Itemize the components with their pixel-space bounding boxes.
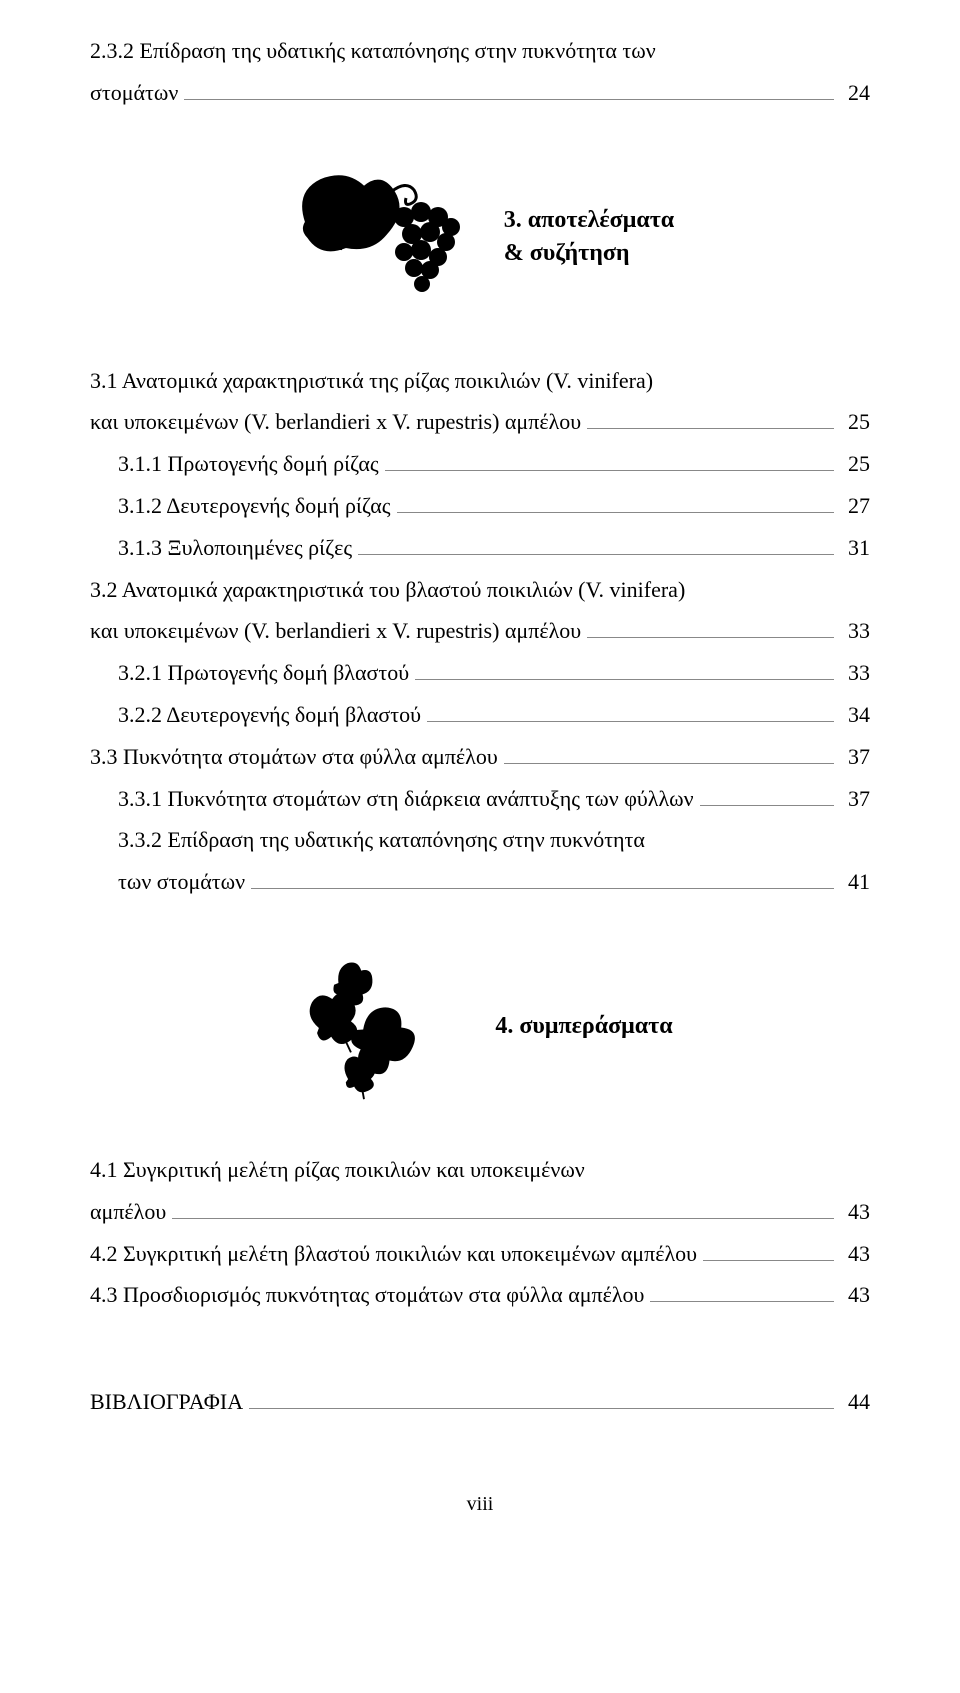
toc-text: 3.3.1 Πυκνότητα στομάτων στη διάρκεια αν… [118, 778, 694, 820]
page-number: 25 [840, 401, 870, 443]
toc-entry-332-line1: 3.3.2 Επίδραση της υδατικής καταπόνησης … [90, 819, 870, 861]
leader-line [650, 1301, 834, 1302]
toc-entry-33: 3.3 Πυκνότητα στομάτων στα φύλλα αμπέλου… [90, 736, 870, 778]
toc-text: 3.1 Ανατομικά χαρακτηριστικά της ρίζας π… [90, 360, 653, 402]
toc-text: 4.2 Συγκριτική μελέτη βλαστού ποικιλιών … [90, 1233, 697, 1275]
footer-page-number: viii [90, 1493, 870, 1516]
section-3-title-line1: 3. αποτελέσματα [504, 204, 674, 236]
toc-text: στομάτων [90, 72, 178, 114]
page-number: 41 [840, 861, 870, 903]
leader-line [415, 679, 834, 680]
page-number: 37 [840, 736, 870, 778]
toc-entry-311: 3.1.1 Πρωτογενής δομή ρίζας 25 [90, 443, 870, 485]
leader-line [385, 470, 834, 471]
toc-entry-331: 3.3.1 Πυκνότητα στομάτων στη διάρκεια αν… [90, 778, 870, 820]
toc-entry-bibliography: ΒΙΒΛΙΟΓΡΑΦΙΑ 44 [90, 1381, 870, 1423]
page-number: 44 [840, 1381, 870, 1423]
toc-text: 3.3 Πυκνότητα στομάτων στα φύλλα αμπέλου [90, 736, 498, 778]
leader-line [587, 637, 834, 638]
page-number: 43 [840, 1233, 870, 1275]
toc-text: και υποκειμένων (V. berlandieri x V. rup… [90, 610, 581, 652]
toc-entry-232-line2: στομάτων 24 [90, 72, 870, 114]
section-4-title: 4. συμπεράσματα [495, 1010, 672, 1042]
page-number: 33 [840, 610, 870, 652]
toc-entry-32-line2: και υποκειμένων (V. berlandieri x V. rup… [90, 610, 870, 652]
leaves-icon [287, 951, 477, 1101]
page-number: 43 [840, 1191, 870, 1233]
toc-entry-32-line1: 3.2 Ανατομικά χαρακτηριστικά του βλαστού… [90, 569, 870, 611]
toc-text: 4.3 Προσδιορισμός πυκνότητας στομάτων στ… [90, 1274, 644, 1316]
toc-text: των στομάτων [118, 861, 245, 903]
toc-entry-232-line1: 2.3.2 Επίδραση της υδατικής καταπόνησης … [90, 30, 870, 72]
toc-entry-42: 4.2 Συγκριτική μελέτη βλαστού ποικιλιών … [90, 1233, 870, 1275]
page-number: 34 [840, 694, 870, 736]
toc-entry-321: 3.2.1 Πρωτογενής δομή βλαστού 33 [90, 652, 870, 694]
toc-text: και υποκειμένων (V. berlandieri x V. rup… [90, 401, 581, 443]
toc-text: 3.1.1 Πρωτογενής δομή ρίζας [118, 443, 379, 485]
toc-text: 2.3.2 Επίδραση της υδατικής καταπόνησης … [90, 30, 656, 72]
page-number: 24 [840, 72, 870, 114]
page-number: 37 [840, 778, 870, 820]
toc-entry-43: 4.3 Προσδιορισμός πυκνότητας στομάτων στ… [90, 1274, 870, 1316]
section-4-heading: 4. συμπεράσματα [90, 951, 870, 1101]
leader-line [184, 99, 834, 100]
toc-text: 3.1.2 Δευτερογενής δομή ρίζας [118, 485, 391, 527]
page-number: 25 [840, 443, 870, 485]
leader-line [397, 512, 835, 513]
leader-line [587, 428, 834, 429]
grape-icon [286, 162, 486, 312]
section-4-title-text: 4. συμπεράσματα [495, 1010, 672, 1042]
toc-entry-31-line1: 3.1 Ανατομικά χαρακτηριστικά της ρίζας π… [90, 360, 870, 402]
leader-line [703, 1260, 834, 1261]
toc-entry-332-line2: των στομάτων 41 [90, 861, 870, 903]
toc-entry-31-line2: και υποκειμένων (V. berlandieri x V. rup… [90, 401, 870, 443]
toc-text: 3.2.2 Δευτερογενής δομή βλαστού [118, 694, 421, 736]
leader-line [172, 1218, 834, 1219]
leader-line [504, 763, 834, 764]
section-3-title: 3. αποτελέσματα & συζήτηση [504, 204, 674, 269]
section-3-heading: 3. αποτελέσματα & συζήτηση [90, 162, 870, 312]
section-3-title-line2: & συζήτηση [504, 237, 674, 269]
toc-entry-41-line2: αμπέλου 43 [90, 1191, 870, 1233]
page-number: 27 [840, 485, 870, 527]
toc-entry-313: 3.1.3 Ξυλοποιημένες ρίζες 31 [90, 527, 870, 569]
toc-text: 4.1 Συγκριτική μελέτη ρίζας ποικιλιών κα… [90, 1149, 585, 1191]
leader-line [251, 888, 834, 889]
toc-entry-312: 3.1.2 Δευτερογενής δομή ρίζας 27 [90, 485, 870, 527]
page-number: 31 [840, 527, 870, 569]
toc-text: αμπέλου [90, 1191, 166, 1233]
leader-line [249, 1408, 834, 1409]
toc-text: 3.2.1 Πρωτογενής δομή βλαστού [118, 652, 409, 694]
leader-line [700, 805, 834, 806]
toc-text: 3.3.2 Επίδραση της υδατικής καταπόνησης … [118, 819, 645, 861]
toc-text: 3.1.3 Ξυλοποιημένες ρίζες [118, 527, 352, 569]
page-number: 43 [840, 1274, 870, 1316]
page-number: 33 [840, 652, 870, 694]
toc-entry-41-line1: 4.1 Συγκριτική μελέτη ρίζας ποικιλιών κα… [90, 1149, 870, 1191]
toc-text: ΒΙΒΛΙΟΓΡΑΦΙΑ [90, 1381, 243, 1423]
leader-line [358, 554, 834, 555]
toc-text: 3.2 Ανατομικά χαρακτηριστικά του βλαστού… [90, 569, 685, 611]
toc-entry-322: 3.2.2 Δευτερογενής δομή βλαστού 34 [90, 694, 870, 736]
leader-line [427, 721, 834, 722]
